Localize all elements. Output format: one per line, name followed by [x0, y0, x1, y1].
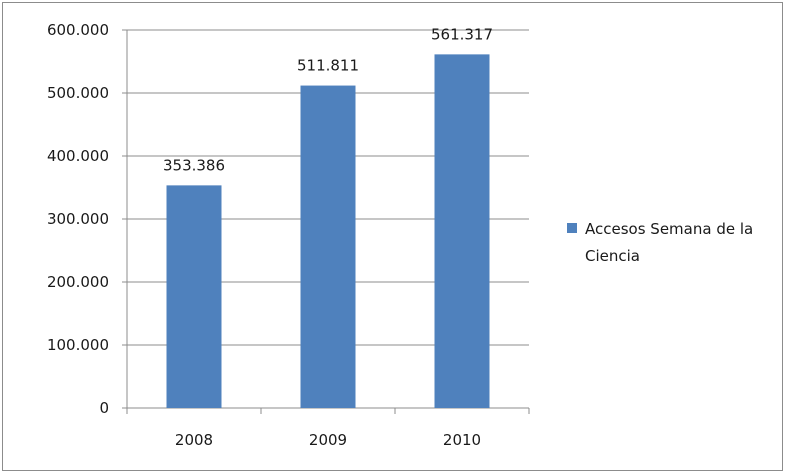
x-tick-label: 2010 [443, 431, 481, 449]
legend-label: Accesos Semana de la Ciencia [585, 220, 758, 265]
data-labels: 353.386 511.811 561.317 [163, 25, 493, 174]
y-tick-label: 200.000 [47, 273, 109, 291]
data-label-2008: 353.386 [163, 156, 225, 174]
y-tick-label: 600.000 [47, 21, 109, 39]
y-tick-label: 100.000 [47, 336, 109, 354]
y-tick-labels: 0 100.000 200.000 300.000 400.000 500.000 600.… [47, 21, 109, 417]
y-tick-label: 400.000 [47, 147, 109, 165]
bar-2009 [300, 85, 356, 408]
bars [166, 54, 490, 408]
chart-frame [2, 2, 783, 471]
x-tick-label: 2009 [309, 431, 347, 449]
x-tick-labels: 2008 2009 2010 [175, 431, 481, 449]
data-label-2009: 511.811 [297, 57, 359, 75]
y-tick-label: 500.000 [47, 84, 109, 102]
y-tick-label: 300.000 [47, 210, 109, 228]
x-tick-label: 2008 [175, 431, 213, 449]
legend-swatch [567, 223, 577, 233]
data-label-2010: 561.317 [431, 25, 493, 43]
y-tick-label: 0 [99, 399, 109, 417]
legend-label-line2: Ciencia [585, 247, 640, 265]
legend-label-line1: Accesos Semana de la [585, 220, 753, 238]
bar-2010 [434, 54, 490, 408]
legend: Accesos Semana de la Ciencia [567, 220, 758, 265]
bar-2008 [166, 185, 222, 408]
